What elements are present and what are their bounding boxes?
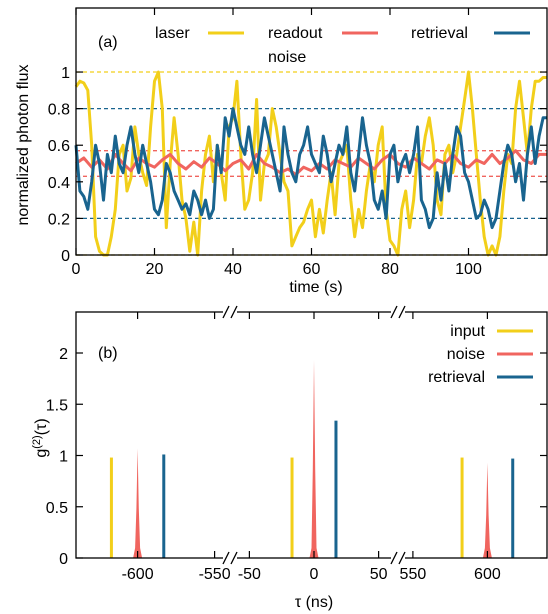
axis-break-gap-1-1 [391,554,405,562]
b-y-tick-label-0: 0 [59,551,68,568]
legend-label-retrieval: retrieval [411,25,468,42]
panel-a-plot: 0 20 40 60 80 100 0 0.2 0.4 0.6 0.8 1 laser readout no… [48,7,548,278]
axis-break-mark-1-1-b [398,551,406,565]
panel-a-xlabel: time (s) [289,279,342,296]
panel-b-ylabel-sup: (2) [31,435,43,448]
x-tick-label-20: 20 [146,261,164,278]
axis-break-gap-0-1 [223,554,237,562]
b-x-tick-label-600: 600 [474,566,501,583]
axis-break-gap-1-0 [391,308,405,316]
peak-retrieval-5 [334,420,338,558]
peak-laser-6 [460,457,464,558]
y-tick-label-0.4: 0.4 [48,175,70,192]
panel-b-ylabel: g(2)(τ) [31,418,50,457]
axis-break-mark-1-0-a [390,305,398,319]
panel-b-plot: 0 0.5 1 1.5 2 -600 -550 -50 0 50 550 600 input noise r… [46,305,548,583]
series-line-retrieval [74,107,547,230]
axis-break-mark-0-1-b [230,551,238,565]
b-x-tick-label-550: 550 [400,566,427,583]
panel-b-ylabel-base: g [33,449,50,458]
peak-laser-3 [290,457,294,558]
x-tick-label-100: 100 [455,261,482,278]
legend-b-label-retrieval: retrieval [428,369,485,386]
b-x-tick-label--550: -550 [199,566,231,583]
panel-b-ylabel-arg: (τ) [33,418,50,435]
legend-label-noise-line2: noise [268,49,306,66]
series-line-noise [75,149,547,176]
series-line-laser [74,70,547,257]
legend-b-label-noise: noise [447,346,485,363]
y-tick-label-0: 0 [61,248,70,265]
peak-noise-7 [482,462,492,558]
b-x-tick-label-50: 50 [370,566,388,583]
peak-retrieval-8 [511,458,515,558]
b-y-tick-label-0.5: 0.5 [46,500,68,517]
x-tick-label-40: 40 [224,261,242,278]
panel-a-ylabel: normalized photon flux [15,65,32,226]
y-tick-label-0.6: 0.6 [48,138,70,155]
peak-retrieval-2 [162,454,166,558]
panel-b-xlabel: τ (ns) [295,594,333,611]
panel-b-label: (b) [98,345,118,362]
y-tick-label-0.2: 0.2 [48,211,70,228]
b-x-tick-label-0: 0 [310,566,319,583]
b-y-tick-label-1: 1 [59,449,68,466]
legend-b-label-laser: input [450,323,485,340]
axis-break-mark-0-0-b [230,305,238,319]
b-y-tick-label-2: 2 [59,346,68,363]
axis-break-mark-1-1-a [390,551,398,565]
panel-b-frame [75,311,548,559]
axis-break-gap-0-0 [223,308,237,316]
peak-laser-0 [109,457,113,558]
legend-label-noise-line1: readout [268,25,323,42]
axis-break-mark-0-1-a [222,551,230,565]
axis-break-mark-1-0-b [398,305,406,319]
b-y-tick-label-1.5: 1.5 [46,397,68,414]
x-tick-label-0: 0 [72,261,81,278]
b-x-tick-label--600: -600 [122,566,154,583]
y-tick-label-0.8: 0.8 [48,102,70,119]
panel-a-label: (a) [98,34,118,51]
peak-noise-1 [133,448,143,558]
x-tick-label-80: 80 [381,261,399,278]
legend-label-laser: laser [155,25,190,42]
x-tick-label-60: 60 [303,261,321,278]
b-x-tick-label--50: -50 [238,566,261,583]
y-tick-label-1: 1 [61,65,70,82]
axis-break-mark-0-0-a [222,305,230,319]
peak-noise-4 [309,360,319,558]
